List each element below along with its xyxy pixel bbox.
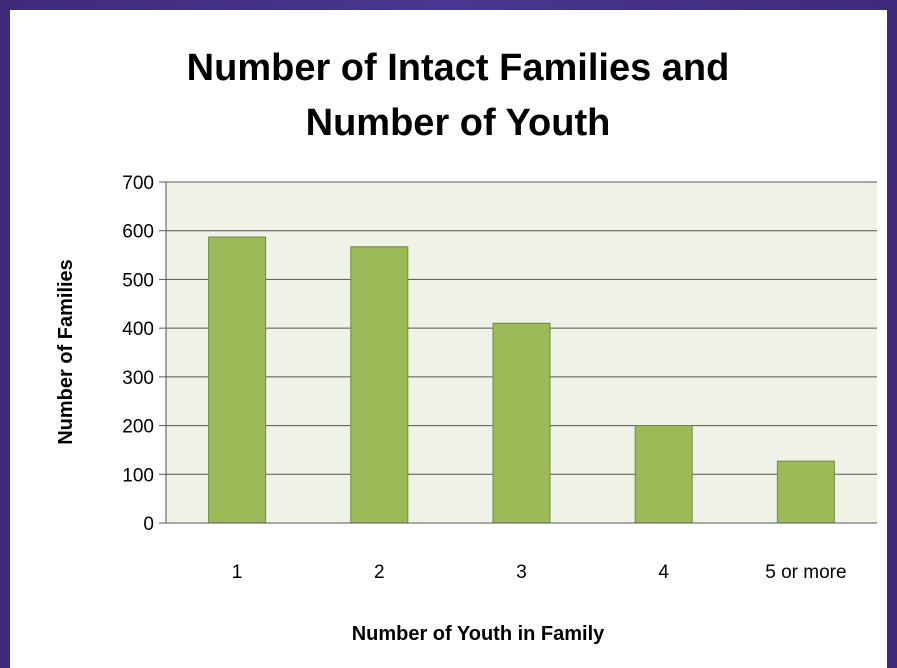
y-tick-label: 0: [143, 514, 154, 535]
bar-5-or-more: [776, 460, 835, 524]
y-tick-label: 300: [122, 368, 154, 389]
x-axis-title: Number of Youth in Family: [352, 623, 605, 645]
y-tick-label: 200: [122, 417, 154, 438]
chart-title-line-1: Number of Intact Families and: [187, 47, 730, 89]
x-tick-label: 2: [374, 562, 385, 583]
bar-3: [492, 322, 551, 524]
bar-4: [634, 425, 693, 524]
x-tick-label: 4: [658, 562, 669, 583]
chart-title-line-2: Number of Youth: [306, 102, 611, 144]
bars: [208, 236, 835, 524]
bar-1: [208, 236, 267, 524]
y-tick-label: 700: [122, 173, 154, 194]
y-tick-label: 500: [122, 270, 154, 291]
y-axis-title: Number of Families: [55, 259, 77, 445]
y-tick-label: 100: [122, 465, 154, 486]
x-tick-label: 5 or more: [765, 562, 846, 583]
y-tick-label: 400: [122, 319, 154, 340]
x-axis-tick-labels: 1 2 3 4 5 or more: [232, 562, 847, 583]
y-axis-tick-labels: 0 100 200 300 400 500 600 700: [122, 173, 154, 535]
x-tick-label: 3: [516, 562, 527, 583]
y-tick-label: 600: [122, 222, 154, 243]
x-tick-label: 1: [232, 562, 243, 583]
bar-2: [350, 246, 409, 524]
